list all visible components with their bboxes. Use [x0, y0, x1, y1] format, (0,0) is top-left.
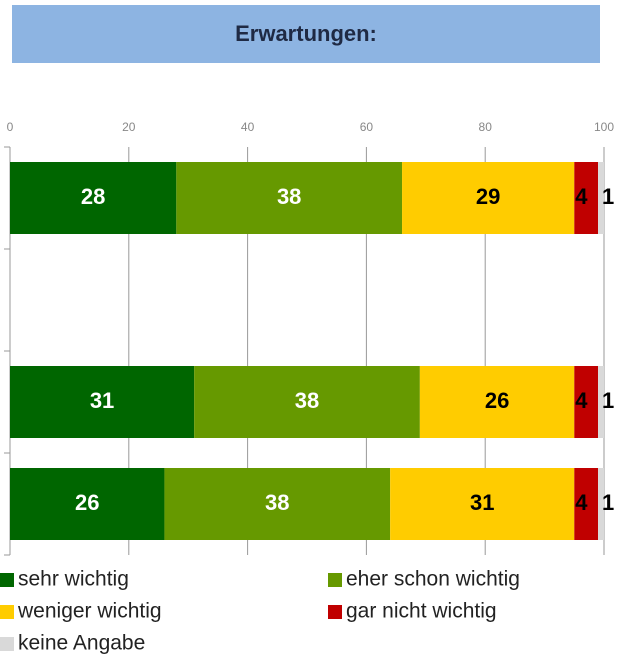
bar-segment [419, 366, 575, 438]
legend-swatch [0, 605, 14, 619]
legend-swatch [0, 637, 14, 651]
x-tick-label: 40 [241, 120, 255, 134]
data-label: 31 [470, 490, 494, 515]
bar-segment [10, 366, 195, 438]
data-label: 38 [295, 388, 319, 413]
bar-segment [10, 468, 165, 540]
x-tick-label: 60 [360, 120, 374, 134]
bar-segment [574, 162, 599, 234]
data-label: 26 [75, 490, 99, 515]
data-label: 4 [575, 184, 588, 209]
data-label: 38 [277, 184, 301, 209]
data-label: 31 [90, 388, 114, 413]
data-label: 4 [575, 388, 588, 413]
legend-label: keine Angabe [18, 632, 145, 655]
legend-label: sehr wichtig [18, 568, 129, 591]
bar-segment [598, 162, 604, 234]
data-label: 1 [602, 490, 614, 515]
data-label: 26 [485, 388, 509, 413]
legend-label: weniger wichtig [17, 600, 162, 623]
data-label: 1 [602, 388, 614, 413]
legend-swatch [328, 605, 342, 619]
data-label: 38 [265, 490, 289, 515]
bar-segment [164, 468, 391, 540]
bar-segment [598, 468, 604, 540]
bar-segment [574, 366, 599, 438]
title-box [12, 5, 600, 63]
legend-label: eher schon wichtig [346, 568, 520, 591]
data-label: 4 [575, 490, 588, 515]
data-label: 1 [602, 184, 614, 209]
bar-segment [390, 468, 575, 540]
bar-segment [598, 366, 604, 438]
bar-segment [176, 162, 403, 234]
data-label: 29 [476, 184, 500, 209]
x-tick-label: 0 [7, 120, 14, 134]
bar-segment [574, 468, 599, 540]
x-tick-label: 80 [479, 120, 493, 134]
bar-segment [402, 162, 575, 234]
x-tick-label: 20 [122, 120, 136, 134]
x-tick-label: 100 [594, 120, 614, 134]
legend-label: gar nicht wichtig [346, 600, 497, 623]
bar-segment [10, 162, 177, 234]
bar-segment [194, 366, 420, 438]
chart-title: Erwartungen: [235, 21, 377, 46]
data-label: 28 [81, 184, 105, 209]
legend-swatch [0, 573, 14, 587]
legend-swatch [328, 573, 342, 587]
